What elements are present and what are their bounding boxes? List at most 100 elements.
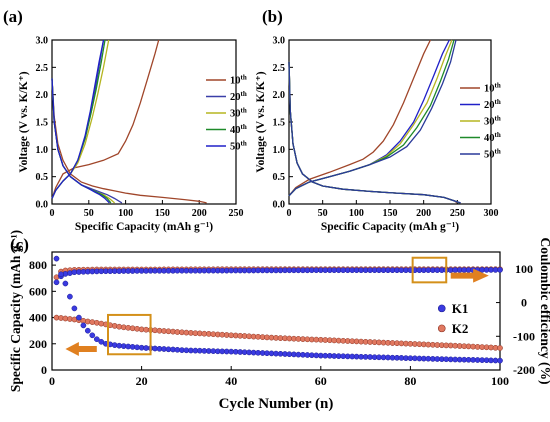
panel-c-label: (c) xyxy=(10,235,29,254)
y-tick-label: 200 xyxy=(29,337,47,351)
capacity-point-K1 xyxy=(53,255,60,262)
legend-marker xyxy=(437,324,446,333)
legend-entry: 30th xyxy=(230,107,247,120)
y-tick-label: 0.5 xyxy=(273,172,286,183)
y2-axis-label: Coulombic efficiency (%) xyxy=(538,238,550,385)
discharge-curve-40th xyxy=(288,61,461,204)
chart-a: 0 50 100 150 200 250 0.0 0.5 1.0 1.5 2.0 2.5 3.0 Spec… xyxy=(18,36,247,234)
legend-entry: 20th xyxy=(484,98,501,111)
capacity-point-K1 xyxy=(58,271,64,278)
legend-entry: 20th xyxy=(230,90,247,103)
y2-tick-label: -100 xyxy=(513,329,535,343)
charge-curve-40th xyxy=(51,39,106,199)
x-tick-label: 200 xyxy=(416,208,431,219)
y-tick-label: 1.0 xyxy=(36,145,49,156)
legend-entry: 40th xyxy=(230,123,247,136)
legend-entry: 10th xyxy=(484,82,501,95)
x-tick-label: 80 xyxy=(404,374,416,388)
legend-entry: K2 xyxy=(452,321,469,336)
x-tick-label: 40 xyxy=(225,374,237,388)
discharge-curve-30th xyxy=(288,61,460,204)
arrow-left-icon xyxy=(65,342,97,357)
x-tick-label: 50 xyxy=(84,208,94,219)
y2-tick-label: 100 xyxy=(515,262,533,276)
plot-frame xyxy=(51,251,501,371)
legend-suffix: th xyxy=(495,148,501,156)
legend-suffix: th xyxy=(241,107,247,115)
legend-entry: K1 xyxy=(452,301,469,316)
y-tick-label: 2.5 xyxy=(273,63,286,74)
y-tick-label: 1.5 xyxy=(273,118,286,129)
charge-curve-40th xyxy=(288,39,455,197)
legend-suffix: th xyxy=(495,98,501,106)
y-tick-label: 1.0 xyxy=(273,145,286,156)
x-tick-label: 250 xyxy=(229,208,244,219)
charge-curve-10th xyxy=(288,39,431,197)
legend-suffix: th xyxy=(241,123,247,131)
x-tick-label: 60 xyxy=(315,374,327,388)
y-tick-label: 2.0 xyxy=(36,90,49,101)
x-axis-label: Cycle Number (n) xyxy=(219,396,334,412)
discharge-curve-10th xyxy=(288,61,458,204)
x-tick-label: 150 xyxy=(155,208,170,219)
x-axis-label: Specific Capacity (mAh g⁻¹) xyxy=(75,221,213,233)
charge-curve-10th xyxy=(51,39,160,199)
capacity-point-K1 xyxy=(497,357,503,364)
chart-b: 0 50 100 150 200 250 300 0.0 0.5 1.0 1.5 2.0 2.5 3.0 S… xyxy=(255,36,501,234)
chart-c: 0 20 40 60 80 100 0 200 400 600 800 -200 -100 0 100 Cyc… xyxy=(8,230,550,412)
x-tick-label: 0 xyxy=(50,208,55,219)
x-tick-label: 150 xyxy=(383,208,398,219)
charge-curve-20th xyxy=(288,39,450,197)
y-tick-label: 2.5 xyxy=(36,63,49,74)
panel-b-label: (b) xyxy=(262,7,283,26)
x-tick-label: 0 xyxy=(287,208,292,219)
charge-curve-50th xyxy=(288,39,457,197)
y-axis-label: Voltage (V vs. K/K⁺) xyxy=(18,71,30,172)
y2-tick-label: 0 xyxy=(521,296,527,310)
discharge-curve-20th xyxy=(288,61,459,204)
x-tick-label: 100 xyxy=(349,208,364,219)
y-tick-label: 2.0 xyxy=(273,90,286,101)
x-axis-label: Specific Capacity (mAh g⁻¹) xyxy=(321,221,459,233)
y-tick-label: 800 xyxy=(29,258,47,272)
y-tick-label: 1.5 xyxy=(36,118,49,129)
y-tick-label: 0.5 xyxy=(36,172,49,183)
legend-suffix: th xyxy=(241,140,247,148)
legend-suffix: th xyxy=(495,115,501,123)
charge-curve-30th xyxy=(288,39,453,197)
panel-a-label: (a) xyxy=(3,7,23,26)
legend-entry: 40th xyxy=(484,131,501,144)
y-axis-label: Specific Capacity (mAh g⁻¹) xyxy=(8,230,23,392)
legend-entry: 30th xyxy=(484,115,501,128)
x-tick-label: 250 xyxy=(450,208,465,219)
legend-entry: 10th xyxy=(230,74,247,87)
x-tick-label: 100 xyxy=(118,208,133,219)
charge-curve-50th xyxy=(51,39,105,199)
y2-tick-label: -200 xyxy=(513,363,535,377)
charge-curve-30th xyxy=(51,39,110,199)
capacity-point-K1 xyxy=(93,336,100,343)
x-tick-label: 20 xyxy=(136,374,148,388)
y-tick-label: 3.0 xyxy=(36,36,49,47)
efficiency-point-K1 xyxy=(53,279,60,286)
capacity-point-K1 xyxy=(62,280,69,287)
x-tick-label: 100 xyxy=(491,374,509,388)
capacity-point-K2 xyxy=(497,345,503,351)
capacity-point-K1 xyxy=(76,314,82,321)
legend-suffix: th xyxy=(495,131,501,139)
x-tick-label: 50 xyxy=(318,208,328,219)
y-axis-label: Voltage (V vs. K/K⁺) xyxy=(255,71,267,172)
discharge-curve-50th xyxy=(51,78,110,204)
capacity-point-K1 xyxy=(71,305,78,312)
capacity-point-K1 xyxy=(80,322,87,329)
capacity-point-K1 xyxy=(89,332,96,339)
y-tick-label: 0.0 xyxy=(36,200,49,211)
legend-marker xyxy=(437,304,446,313)
legend-suffix: th xyxy=(241,74,247,82)
legend-suffix: th xyxy=(241,90,247,98)
legend-entry: 50th xyxy=(484,148,501,161)
legend-suffix: th xyxy=(495,82,501,90)
y-tick-label: 3.0 xyxy=(273,36,286,47)
y-tick-label: 0 xyxy=(41,363,47,377)
